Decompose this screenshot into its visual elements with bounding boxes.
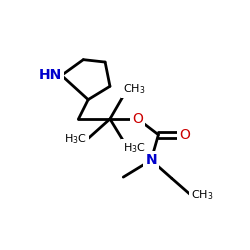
Text: N: N — [145, 153, 157, 167]
Text: O: O — [132, 112, 143, 126]
Text: O: O — [179, 128, 190, 142]
Text: H$_3$C: H$_3$C — [64, 133, 87, 146]
Text: CH$_3$: CH$_3$ — [191, 188, 214, 202]
Text: HN: HN — [38, 68, 62, 82]
Text: H$_3$C: H$_3$C — [123, 141, 146, 154]
Text: CH$_3$: CH$_3$ — [123, 82, 146, 96]
